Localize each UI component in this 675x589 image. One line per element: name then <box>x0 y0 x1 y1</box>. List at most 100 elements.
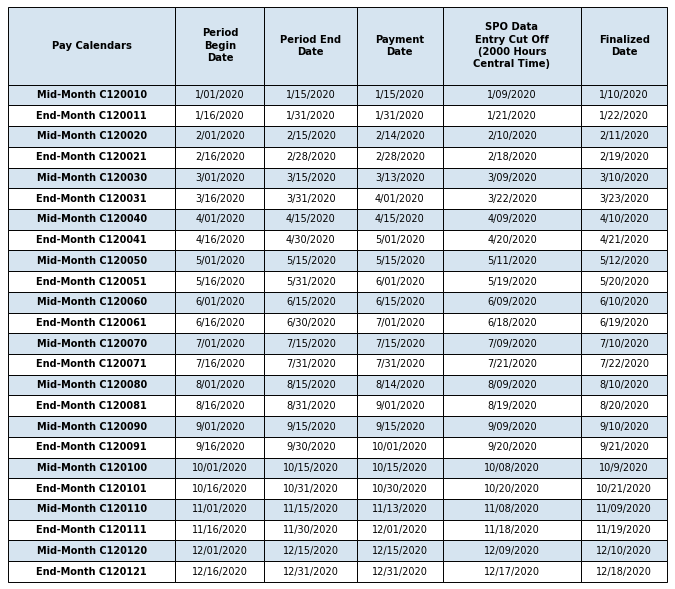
Bar <box>8 105 176 126</box>
Bar <box>8 458 176 478</box>
Bar <box>176 313 265 333</box>
Bar <box>581 147 667 167</box>
Bar <box>357 519 443 541</box>
Text: End-Month C120111: End-Month C120111 <box>36 525 147 535</box>
Text: 6/01/2020: 6/01/2020 <box>375 276 425 286</box>
Bar <box>176 354 265 375</box>
Text: Period
Begin
Date: Period Begin Date <box>202 28 238 63</box>
Bar <box>8 167 176 188</box>
Text: Finalized
Date: Finalized Date <box>599 35 649 57</box>
Bar <box>357 478 443 499</box>
Bar <box>265 271 357 292</box>
Bar <box>8 375 176 395</box>
Bar <box>8 519 176 541</box>
Text: 2/19/2020: 2/19/2020 <box>599 152 649 162</box>
Bar <box>357 416 443 437</box>
Text: 5/20/2020: 5/20/2020 <box>599 276 649 286</box>
Text: 7/21/2020: 7/21/2020 <box>487 359 537 369</box>
Text: 8/20/2020: 8/20/2020 <box>599 401 649 411</box>
Text: 4/30/2020: 4/30/2020 <box>286 235 335 245</box>
Bar <box>176 230 265 250</box>
Bar <box>265 499 357 519</box>
Text: Mid-Month C120100: Mid-Month C120100 <box>36 463 147 473</box>
Bar <box>357 85 443 105</box>
Text: 2/01/2020: 2/01/2020 <box>195 131 245 141</box>
Text: 12/01/2020: 12/01/2020 <box>372 525 428 535</box>
Bar <box>176 126 265 147</box>
Bar <box>265 7 357 85</box>
Bar <box>443 478 581 499</box>
Text: Mid-Month C120040: Mid-Month C120040 <box>36 214 147 224</box>
Text: Mid-Month C120110: Mid-Month C120110 <box>36 504 147 514</box>
Bar <box>265 313 357 333</box>
Text: 12/17/2020: 12/17/2020 <box>484 567 540 577</box>
Bar <box>8 395 176 416</box>
Bar <box>265 188 357 209</box>
Text: 6/15/2020: 6/15/2020 <box>375 297 425 307</box>
Text: 10/21/2020: 10/21/2020 <box>596 484 652 494</box>
Bar <box>581 416 667 437</box>
Bar <box>8 437 176 458</box>
Text: 3/15/2020: 3/15/2020 <box>286 173 335 183</box>
Bar <box>265 437 357 458</box>
Bar <box>265 105 357 126</box>
Text: 9/20/2020: 9/20/2020 <box>487 442 537 452</box>
Text: 3/01/2020: 3/01/2020 <box>195 173 245 183</box>
Text: Mid-Month C120090: Mid-Month C120090 <box>36 422 147 432</box>
Text: End-Month C120011: End-Month C120011 <box>36 111 147 121</box>
Text: Mid-Month C120010: Mid-Month C120010 <box>36 90 147 100</box>
Text: 4/01/2020: 4/01/2020 <box>375 194 425 204</box>
Bar <box>357 313 443 333</box>
Bar <box>581 499 667 519</box>
Text: 8/15/2020: 8/15/2020 <box>286 380 335 390</box>
Bar <box>8 541 176 561</box>
Text: Mid-Month C120120: Mid-Month C120120 <box>36 546 147 556</box>
Text: 3/09/2020: 3/09/2020 <box>487 173 537 183</box>
Text: 3/22/2020: 3/22/2020 <box>487 194 537 204</box>
Bar <box>176 105 265 126</box>
Bar <box>357 105 443 126</box>
Text: 7/01/2020: 7/01/2020 <box>375 318 425 328</box>
Bar <box>8 561 176 582</box>
Text: 9/01/2020: 9/01/2020 <box>375 401 425 411</box>
Bar <box>176 416 265 437</box>
Bar <box>581 126 667 147</box>
Text: End-Month C120021: End-Month C120021 <box>36 152 147 162</box>
Text: 1/31/2020: 1/31/2020 <box>375 111 425 121</box>
Text: End-Month C120121: End-Month C120121 <box>36 567 147 577</box>
Bar <box>176 437 265 458</box>
Bar <box>265 147 357 167</box>
Text: 2/18/2020: 2/18/2020 <box>487 152 537 162</box>
Text: 2/10/2020: 2/10/2020 <box>487 131 537 141</box>
Bar <box>443 333 581 354</box>
Text: 1/31/2020: 1/31/2020 <box>286 111 335 121</box>
Text: 12/18/2020: 12/18/2020 <box>596 567 652 577</box>
Bar <box>8 85 176 105</box>
Bar <box>581 333 667 354</box>
Bar <box>265 126 357 147</box>
Text: 10/20/2020: 10/20/2020 <box>484 484 540 494</box>
Text: 10/16/2020: 10/16/2020 <box>192 484 248 494</box>
Text: 2/14/2020: 2/14/2020 <box>375 131 425 141</box>
Bar <box>581 105 667 126</box>
Bar <box>443 458 581 478</box>
Text: 11/30/2020: 11/30/2020 <box>283 525 339 535</box>
Bar <box>176 395 265 416</box>
Bar <box>265 209 357 230</box>
Bar <box>357 167 443 188</box>
Text: 10/08/2020: 10/08/2020 <box>484 463 540 473</box>
Text: 9/15/2020: 9/15/2020 <box>375 422 425 432</box>
Bar <box>581 478 667 499</box>
Bar <box>443 188 581 209</box>
Text: 8/01/2020: 8/01/2020 <box>195 380 245 390</box>
Text: 12/01/2020: 12/01/2020 <box>192 546 248 556</box>
Text: 7/15/2020: 7/15/2020 <box>375 339 425 349</box>
Bar <box>357 7 443 85</box>
Bar <box>357 541 443 561</box>
Text: 8/10/2020: 8/10/2020 <box>599 380 649 390</box>
Text: 9/30/2020: 9/30/2020 <box>286 442 335 452</box>
Text: 2/11/2020: 2/11/2020 <box>599 131 649 141</box>
Text: 5/11/2020: 5/11/2020 <box>487 256 537 266</box>
Text: 9/16/2020: 9/16/2020 <box>195 442 245 452</box>
Text: 2/28/2020: 2/28/2020 <box>286 152 335 162</box>
